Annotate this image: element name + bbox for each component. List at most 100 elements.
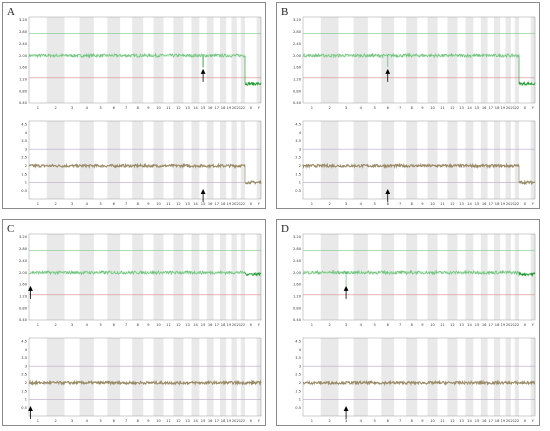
chromosome-band <box>505 234 511 320</box>
chromosome-label: 14 <box>467 106 472 110</box>
chromosome-label: 6 <box>113 323 116 327</box>
chromosome-label: 8 <box>411 323 414 327</box>
chromosome-band <box>79 338 94 416</box>
chromosome-band <box>46 234 65 320</box>
chromosome-label: 2 <box>328 106 330 110</box>
chromosome-band <box>153 121 164 199</box>
chromosome-label: 1 <box>37 202 39 206</box>
chromosome-label: 4 <box>86 106 89 110</box>
chromosome-label: 2 <box>328 202 330 206</box>
chromosome-label: Y <box>532 202 535 206</box>
chromosome-band <box>240 121 246 199</box>
sex-chromosome-trace <box>244 379 262 387</box>
y-tick-label: 1.60 <box>293 66 302 70</box>
panel-letter: D <box>281 223 289 235</box>
chromosome-band <box>256 17 261 103</box>
chromosome-band <box>480 121 488 199</box>
chromosome-band <box>206 338 214 416</box>
sex-chromosome-trace <box>245 179 262 185</box>
chromosome-label: 10 <box>430 106 435 110</box>
chromosome-label: 11 <box>166 106 171 110</box>
chromosome-band <box>79 17 94 103</box>
chromosome-label: 7 <box>125 419 127 423</box>
chromosome-label: 1 <box>311 419 313 423</box>
chromosome-label: 14 <box>193 323 198 327</box>
chromosome-label: X <box>524 202 527 206</box>
plot-frame <box>302 337 536 417</box>
chromosome-label: 13 <box>459 323 464 327</box>
chromosome-label: 3 <box>345 202 347 206</box>
y-tick-label: 3 <box>299 147 301 151</box>
y-tick-label: 0.40 <box>293 101 302 105</box>
chromosome-band <box>530 17 535 103</box>
y-tick-label: 2.80 <box>293 30 302 34</box>
chromosome-label: 20 <box>232 419 237 423</box>
y-tick-label: 0.5 <box>295 406 301 410</box>
sex-chromosome-trace <box>518 179 536 186</box>
chromosome-label: X <box>524 106 527 110</box>
chromosome-label: 19 <box>501 419 506 423</box>
chromosome-label: 4 <box>360 419 363 423</box>
chromosome-band <box>465 17 474 103</box>
sex-chromosome-trace <box>518 271 536 278</box>
trace-band <box>29 54 246 58</box>
chromosome-band <box>505 338 511 416</box>
chromosome-label: 21 <box>237 202 242 206</box>
chromosome-label: 18 <box>221 106 226 110</box>
chromosome-label: 1 <box>311 106 313 110</box>
chromosome-band <box>173 234 184 320</box>
chromosome-label: 7 <box>399 419 401 423</box>
plot-frame <box>302 120 536 200</box>
chromosome-label: 9 <box>147 323 150 327</box>
chromosome-label: 17 <box>214 419 219 423</box>
chromosome-label: 15 <box>201 202 206 206</box>
chromosome-band <box>427 17 438 103</box>
chromosome-band <box>353 17 368 103</box>
chromosome-label: 10 <box>430 202 435 206</box>
y-tick-label: 0.80 <box>293 306 302 310</box>
y-tick-label: 2 <box>25 164 27 168</box>
chromosome-band <box>480 17 488 103</box>
y-tick-label: 2.5 <box>21 156 27 160</box>
chromosome-band <box>46 338 65 416</box>
chromosome-band <box>406 234 418 320</box>
y-tick-label: 2.40 <box>293 42 302 46</box>
y-tick-label: 4.5 <box>295 123 301 127</box>
chromosome-label: 12 <box>176 323 181 327</box>
chromosome-band <box>132 17 144 103</box>
y-tick-label: 2.5 <box>295 156 301 160</box>
chromosome-label: 4 <box>86 323 89 327</box>
y-tick-label: 2.5 <box>295 373 301 377</box>
chromosome-label: 13 <box>185 419 190 423</box>
chromosome-label: 22 <box>515 419 520 423</box>
chromosome-label: 12 <box>450 202 455 206</box>
chromosome-band <box>320 17 339 103</box>
chromosome-band <box>530 234 535 320</box>
y-tick-label: 2.00 <box>293 54 302 58</box>
chromosome-label: 11 <box>440 202 445 206</box>
chromosome-band <box>173 121 184 199</box>
chromosome-label: 20 <box>506 419 511 423</box>
y-tick-label: 4 <box>299 131 302 135</box>
y-tick-label: 0.40 <box>293 318 302 322</box>
y-tick-label: 3.20 <box>293 18 302 22</box>
chromosome-label: 3 <box>345 323 347 327</box>
chromosome-label: 9 <box>421 419 424 423</box>
chromosome-label: 11 <box>440 106 445 110</box>
chromosome-label: 6 <box>113 202 116 206</box>
chromosome-label: 17 <box>214 106 219 110</box>
plot-frame <box>28 16 262 104</box>
chromosome-label: 19 <box>501 323 506 327</box>
plot-frame <box>28 337 262 417</box>
chromosome-label: 8 <box>411 419 414 423</box>
chromosome-label: 4 <box>360 202 363 206</box>
chromosome-band <box>406 121 418 199</box>
chromosome-label: 13 <box>459 419 464 423</box>
chromosome-label: 21 <box>511 202 516 206</box>
chromosome-label: 10 <box>156 106 161 110</box>
chromosome-band <box>191 338 200 416</box>
chromosome-label: 16 <box>482 323 487 327</box>
y-tick-label: 3.20 <box>293 235 302 239</box>
chromosome-label: 8 <box>411 202 414 206</box>
chromosome-label: 9 <box>421 323 424 327</box>
